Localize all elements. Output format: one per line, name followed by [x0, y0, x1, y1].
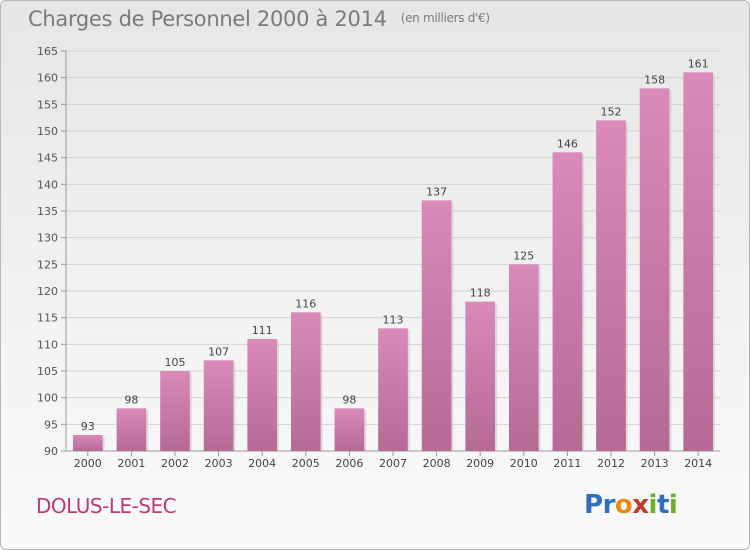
y-tick-label: 145	[37, 152, 58, 165]
bar-value-label: 107	[208, 345, 229, 358]
y-tick-label: 100	[37, 392, 58, 405]
bar-value-label: 98	[124, 393, 138, 406]
bar-value-label: 146	[557, 137, 578, 150]
x-tick-label: 2000	[74, 457, 102, 470]
x-tick-label: 2004	[248, 457, 276, 470]
logo-letter: o	[614, 490, 633, 520]
logo-letter: P	[584, 490, 603, 520]
x-tick-label: 2012	[597, 457, 625, 470]
x-tick-label: 2006	[335, 457, 363, 470]
bar-value-label: 125	[513, 249, 534, 262]
x-tick-label: 2002	[161, 457, 189, 470]
x-tick-label: 2007	[379, 457, 407, 470]
x-tick-label: 2014	[684, 457, 712, 470]
bar-value-label: 98	[342, 393, 356, 406]
bar-value-label: 113	[383, 313, 404, 326]
x-tick-label: 2011	[553, 457, 581, 470]
y-tick-label: 155	[37, 98, 58, 111]
bar	[508, 264, 539, 451]
y-tick-label: 125	[37, 258, 58, 271]
y-tick-label: 130	[37, 232, 58, 245]
bar-value-label: 161	[688, 57, 709, 70]
bar-value-label: 152	[601, 105, 622, 118]
x-tick-label: 2001	[117, 457, 145, 470]
bar	[203, 360, 234, 451]
chart-title: Charges de Personnel 2000 à 2014 (en mill…	[28, 7, 490, 31]
y-tick-label: 120	[37, 285, 58, 298]
y-tick-label: 115	[37, 312, 58, 325]
bar	[334, 408, 365, 451]
x-tick-label: 2010	[510, 457, 538, 470]
bar	[247, 339, 278, 451]
logo-letter: t	[656, 490, 669, 520]
logo-letter: x	[632, 490, 649, 520]
bar-value-label: 137	[426, 185, 447, 198]
bar-value-label: 105	[165, 356, 186, 369]
x-tick-label: 2013	[641, 457, 669, 470]
y-tick-label: 95	[44, 418, 58, 431]
logo-letter: i	[668, 490, 678, 520]
x-tick-label: 2003	[205, 457, 233, 470]
y-tick-label: 110	[37, 338, 58, 351]
bar	[552, 152, 583, 452]
logo-letter: i	[648, 490, 658, 520]
proxiti-logo[interactable]: Proxiti	[584, 490, 678, 520]
y-tick-label: 135	[37, 205, 58, 218]
chart-title-text: Charges de Personnel 2000 à 2014	[28, 7, 387, 31]
logo-letter: r	[602, 490, 616, 520]
bar	[116, 408, 147, 451]
y-tick-label: 150	[37, 125, 58, 138]
bar	[160, 371, 190, 451]
bar-value-label: 158	[644, 73, 665, 86]
bar-value-label: 93	[81, 420, 95, 433]
y-tick-label: 165	[37, 45, 58, 58]
x-tick-label: 2005	[292, 457, 320, 470]
bar-value-label: 116	[295, 297, 316, 310]
bar	[465, 301, 496, 451]
bar	[639, 88, 670, 451]
y-tick-label: 90	[44, 445, 58, 458]
x-tick-label: 2008	[423, 457, 451, 470]
x-tick-label: 2009	[466, 457, 494, 470]
bar	[378, 328, 408, 451]
y-tick-label: 140	[37, 178, 58, 191]
bar	[683, 72, 714, 451]
bar	[290, 312, 321, 451]
y-tick-label: 105	[37, 365, 58, 378]
chart-subtitle: (en milliers d'€)	[400, 11, 490, 25]
bar-value-label: 111	[252, 324, 273, 337]
bar	[421, 200, 452, 451]
place-name: DOLUS-LE-SEC	[36, 494, 177, 518]
bar-value-label: 118	[470, 287, 491, 300]
y-tick-label: 160	[37, 72, 58, 85]
bar	[72, 435, 103, 451]
bar	[596, 120, 626, 451]
